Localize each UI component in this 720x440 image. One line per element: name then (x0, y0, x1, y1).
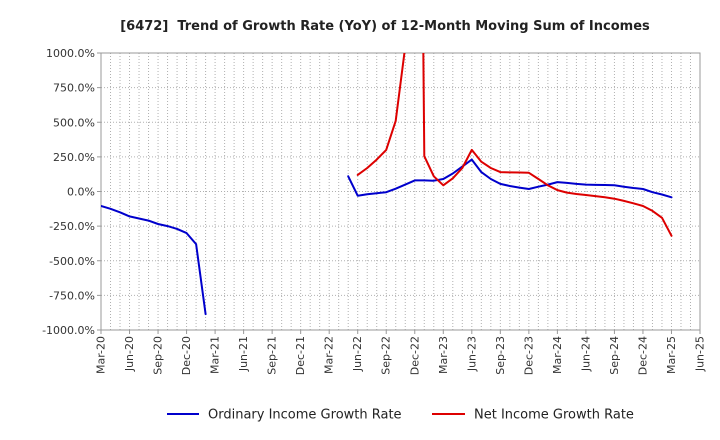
legend-label-ordinary-income: Ordinary Income Growth Rate (208, 408, 402, 423)
ordinary-income-growth-rate-line (101, 158, 673, 316)
x-tick-label: Sep-21 (266, 336, 279, 375)
x-tick-label: Sep-22 (380, 336, 393, 375)
legend-label-net-income: Net Income Growth Rate (474, 408, 634, 423)
x-tick-label: Jun-22 (351, 336, 364, 372)
x-tick-label: Jun-25 (694, 336, 707, 372)
y-tick-label: -500.0% (49, 255, 95, 268)
y-tick-label: 0.0% (67, 186, 95, 199)
x-tick-label: Jun-23 (465, 336, 478, 372)
x-tick-label: Sep-20 (152, 336, 165, 375)
y-tick-label: 1000.0% (46, 47, 95, 60)
x-tick-label: Dec-22 (408, 336, 421, 375)
grid-lines (101, 53, 700, 330)
y-tick-label: -250.0% (49, 220, 95, 233)
y-tick-label: 500.0% (53, 116, 95, 129)
net-income-growth-rate-line (356, 53, 673, 237)
x-tick-label: Jun-24 (579, 336, 592, 372)
x-tick-label: Mar-20 (95, 336, 108, 374)
y-tick-label: -1000.0% (42, 324, 95, 337)
plot-area (101, 53, 700, 330)
x-tick-label: Dec-24 (636, 336, 649, 375)
y-tick-label: -750.0% (49, 289, 95, 302)
x-tick-label: Dec-23 (522, 336, 535, 375)
series-layer (101, 53, 673, 316)
y-tick-label: 750.0% (53, 82, 95, 95)
x-tick-label: Jun-20 (123, 336, 136, 372)
x-tick-label: Mar-21 (209, 336, 222, 374)
x-tick-label: Mar-25 (665, 336, 678, 374)
x-tick-label: Mar-23 (437, 336, 450, 374)
x-tick-label: Dec-20 (180, 336, 193, 375)
x-tick-label: Sep-24 (608, 336, 621, 375)
x-tick-label: Jun-21 (237, 336, 250, 372)
chart-title: [6472] Trend of Growth Rate (YoY) of 12-… (120, 19, 650, 34)
x-tick-label: Sep-23 (494, 336, 507, 375)
legend: Ordinary Income Growth Rate Net Income G… (167, 408, 634, 423)
x-axis: Mar-20 Jun-20 Sep-20 Dec-20 Mar-21 Jun-21 Sep-… (95, 330, 707, 375)
y-axis: 1000.0% 750.0% 500.0% 250.0% 0.0% -250.0% -500… (42, 47, 101, 337)
y-tick-label: 250.0% (53, 151, 95, 164)
x-tick-label: Dec-21 (294, 336, 307, 375)
x-tick-label: Mar-24 (551, 336, 564, 374)
x-tick-label: Mar-22 (323, 336, 336, 374)
